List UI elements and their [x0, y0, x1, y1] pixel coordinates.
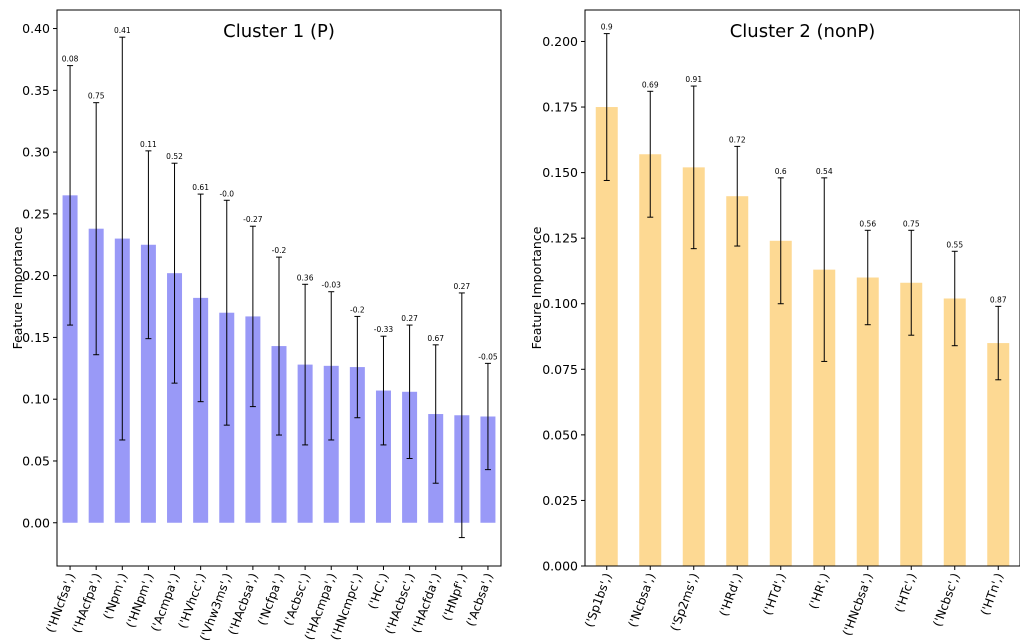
value-annotation: 0.27 [401, 314, 418, 323]
y-tick-label: 0.175 [542, 100, 578, 115]
value-annotation: 0.9 [601, 23, 613, 32]
bar [88, 228, 104, 523]
x-tick-label: ('Acbsa',) [464, 571, 496, 628]
cluster2-title: Cluster 2 (nonP) [730, 21, 876, 42]
x-tick-label: ('HTc',) [892, 571, 919, 614]
bar [900, 282, 923, 566]
value-annotation: 0.36 [297, 273, 314, 282]
value-annotation: 0.11 [140, 140, 157, 149]
y-tick-label: 0.000 [542, 559, 578, 574]
bar [375, 390, 391, 523]
bar [349, 367, 365, 523]
y-tick-label: 0.125 [542, 231, 578, 246]
value-annotation: 0.72 [729, 135, 746, 144]
bar [726, 196, 749, 566]
value-annotation: -0.2 [272, 246, 287, 255]
bar [987, 343, 1010, 566]
value-annotation: 0.91 [685, 75, 702, 84]
bar [769, 240, 792, 566]
value-annotation: -0.2 [350, 305, 365, 314]
y-tick-label: 0.050 [542, 427, 578, 442]
value-annotation: 0.56 [859, 219, 876, 228]
y-tick-label: 0.200 [542, 34, 578, 49]
x-tick-label: ('HR',) [806, 571, 832, 611]
value-annotation: 0.08 [62, 55, 79, 64]
bar [140, 244, 156, 523]
x-tick-label: ('Sp1bs',) [582, 571, 614, 629]
y-axis-label: Feature Importance [529, 226, 544, 349]
value-annotation: -0.27 [243, 215, 263, 224]
x-tick-label: ('Sp2ms',) [668, 571, 702, 633]
cluster1-title: Cluster 1 (P) [223, 21, 335, 42]
y-tick-label: 0.025 [542, 493, 578, 508]
value-annotation: 0.75 [903, 219, 920, 228]
y-tick-label: 0.150 [542, 165, 578, 180]
x-tick-label: ('HC',) [365, 571, 391, 611]
bar [682, 167, 705, 566]
x-tick-label: ('Npm',) [101, 571, 131, 621]
bar [323, 365, 339, 523]
value-annotation: 0.87 [990, 295, 1007, 304]
x-tick-label: ('Ncbsa',) [626, 571, 659, 629]
x-tick-label: ('HNcbsa',) [840, 571, 876, 637]
value-annotation: 0.75 [88, 92, 105, 101]
y-tick-label: 0.00 [22, 515, 50, 530]
value-annotation: 0.55 [946, 240, 963, 249]
bar [813, 269, 836, 566]
plot-frame [56, 9, 502, 567]
value-annotation: 0.27 [453, 282, 470, 291]
plot-frame [584, 9, 1020, 567]
value-annotation: 0.54 [816, 167, 833, 176]
x-tick-label: ('HTn',) [978, 571, 1006, 617]
y-tick-label: 0.10 [22, 392, 50, 407]
y-tick-label: 0.20 [22, 268, 50, 283]
bar [639, 154, 662, 566]
cluster2-chart: 0.9 0.69 0.91 0.72 0.6 0.54 0.56 0.75 0.55 0.87 0.… [529, 9, 1020, 638]
value-annotation: 0.52 [166, 152, 183, 161]
y-axis-label: Feature Importance [10, 226, 25, 349]
value-annotation: -0.03 [322, 281, 342, 290]
value-annotation: 0.67 [427, 334, 444, 343]
value-annotation: 0.69 [642, 80, 659, 89]
bar [167, 273, 183, 523]
x-tick-label: ('HTd',) [760, 571, 788, 617]
value-annotation: -0.05 [478, 352, 498, 361]
cluster1-chart: 0.08 0.75 0.41 0.11 0.52 0.61 -0.0 -0.27 -0.2 0.3… [10, 9, 502, 641]
value-annotation: 0.6 [775, 167, 787, 176]
value-annotation: 0.61 [192, 183, 209, 192]
value-annotation: -0.33 [374, 325, 394, 334]
y-tick-label: 0.30 [22, 145, 50, 160]
bar [856, 277, 879, 566]
bar [245, 316, 261, 523]
y-tick-label: 0.35 [22, 83, 50, 98]
y-tick-label: 0.075 [542, 362, 578, 377]
value-annotation: 0.41 [114, 26, 131, 35]
bar [595, 107, 618, 567]
y-tick-label: 0.15 [22, 330, 50, 345]
value-annotation: -0.0 [219, 189, 234, 198]
y-tick-label: 0.100 [542, 296, 578, 311]
bar [62, 195, 78, 523]
x-tick-label: ('HNpf',) [440, 571, 470, 622]
x-tick-label: ('Ncbsc',) [930, 571, 962, 628]
y-tick-label: 0.25 [22, 206, 50, 221]
y-tick-label: 0.40 [22, 21, 50, 36]
bar [193, 297, 209, 523]
y-tick-label: 0.05 [22, 453, 50, 468]
bar [943, 298, 966, 566]
x-tick-label: ('HRd',) [717, 571, 745, 618]
